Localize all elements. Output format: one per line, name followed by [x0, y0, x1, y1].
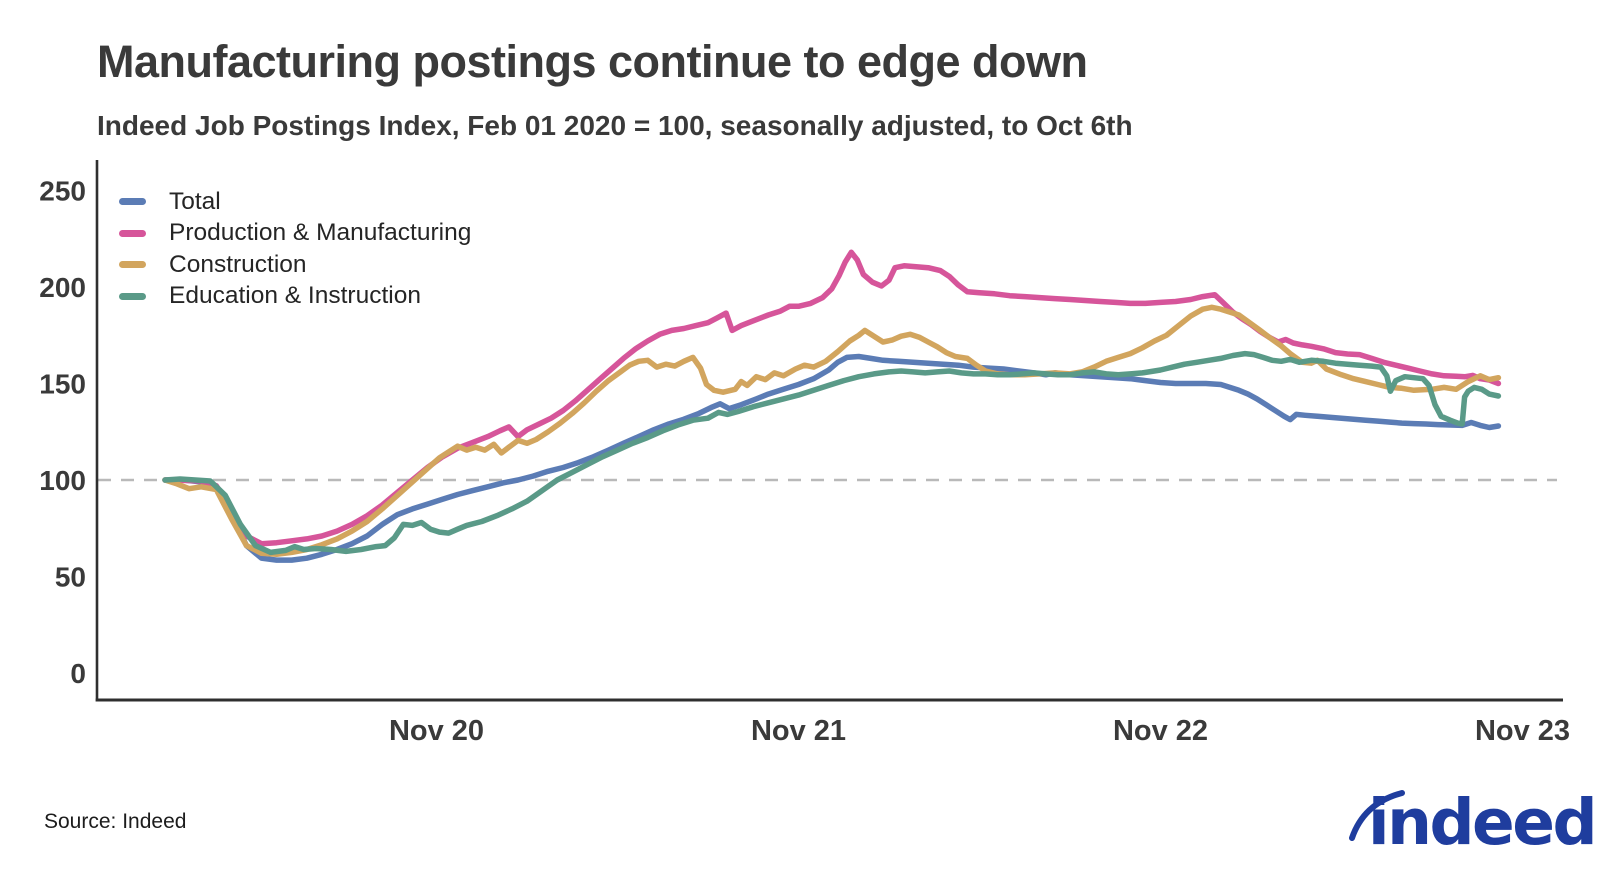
legend-swatch-icon [119, 229, 146, 237]
indeed-logo-text: indeed [1368, 786, 1598, 859]
y-axis-label: 250 [39, 176, 86, 207]
chart-subtitle: Indeed Job Postings Index, Feb 01 2020 =… [97, 110, 1133, 141]
y-axis-label: 100 [39, 465, 86, 496]
legend-swatch-icon [119, 292, 146, 300]
x-axis-label: Nov 20 [389, 715, 484, 747]
logo-arc-icon [1349, 790, 1405, 841]
y-axis-label: 200 [39, 272, 86, 303]
series-line-total [162, 353, 1502, 563]
legend-swatch-icon [119, 261, 146, 269]
series-line-education-instruction [162, 350, 1502, 556]
x-axis-label: Nov 22 [1113, 715, 1208, 747]
y-axis-label: 150 [39, 369, 86, 400]
indeed-logo: indeed [1340, 778, 1598, 863]
y-axis-label: 0 [70, 658, 86, 689]
legend-item: Construction [119, 249, 471, 281]
legend-label: Construction [169, 250, 307, 278]
legend-item: Education & Instruction [119, 281, 471, 313]
x-axis-label: Nov 23 [1475, 715, 1570, 747]
series-line-construction [162, 304, 1502, 558]
legend-item: Total [119, 186, 471, 218]
legend-label: Education & Instruction [169, 282, 421, 310]
legend-label: Production & Manufacturing [169, 219, 472, 247]
legend-swatch-icon [119, 198, 146, 206]
chart-title: Manufacturing postings continue to edge … [97, 36, 1088, 87]
legend-item: Production & Manufacturing [119, 218, 471, 250]
y-axis-label: 50 [55, 562, 86, 593]
source-note: Source: Indeed [44, 810, 187, 833]
chart-legend: Total Production & Manufacturing Construct… [119, 186, 471, 312]
x-axis-label: Nov 21 [751, 715, 846, 747]
legend-label: Total [169, 187, 221, 215]
